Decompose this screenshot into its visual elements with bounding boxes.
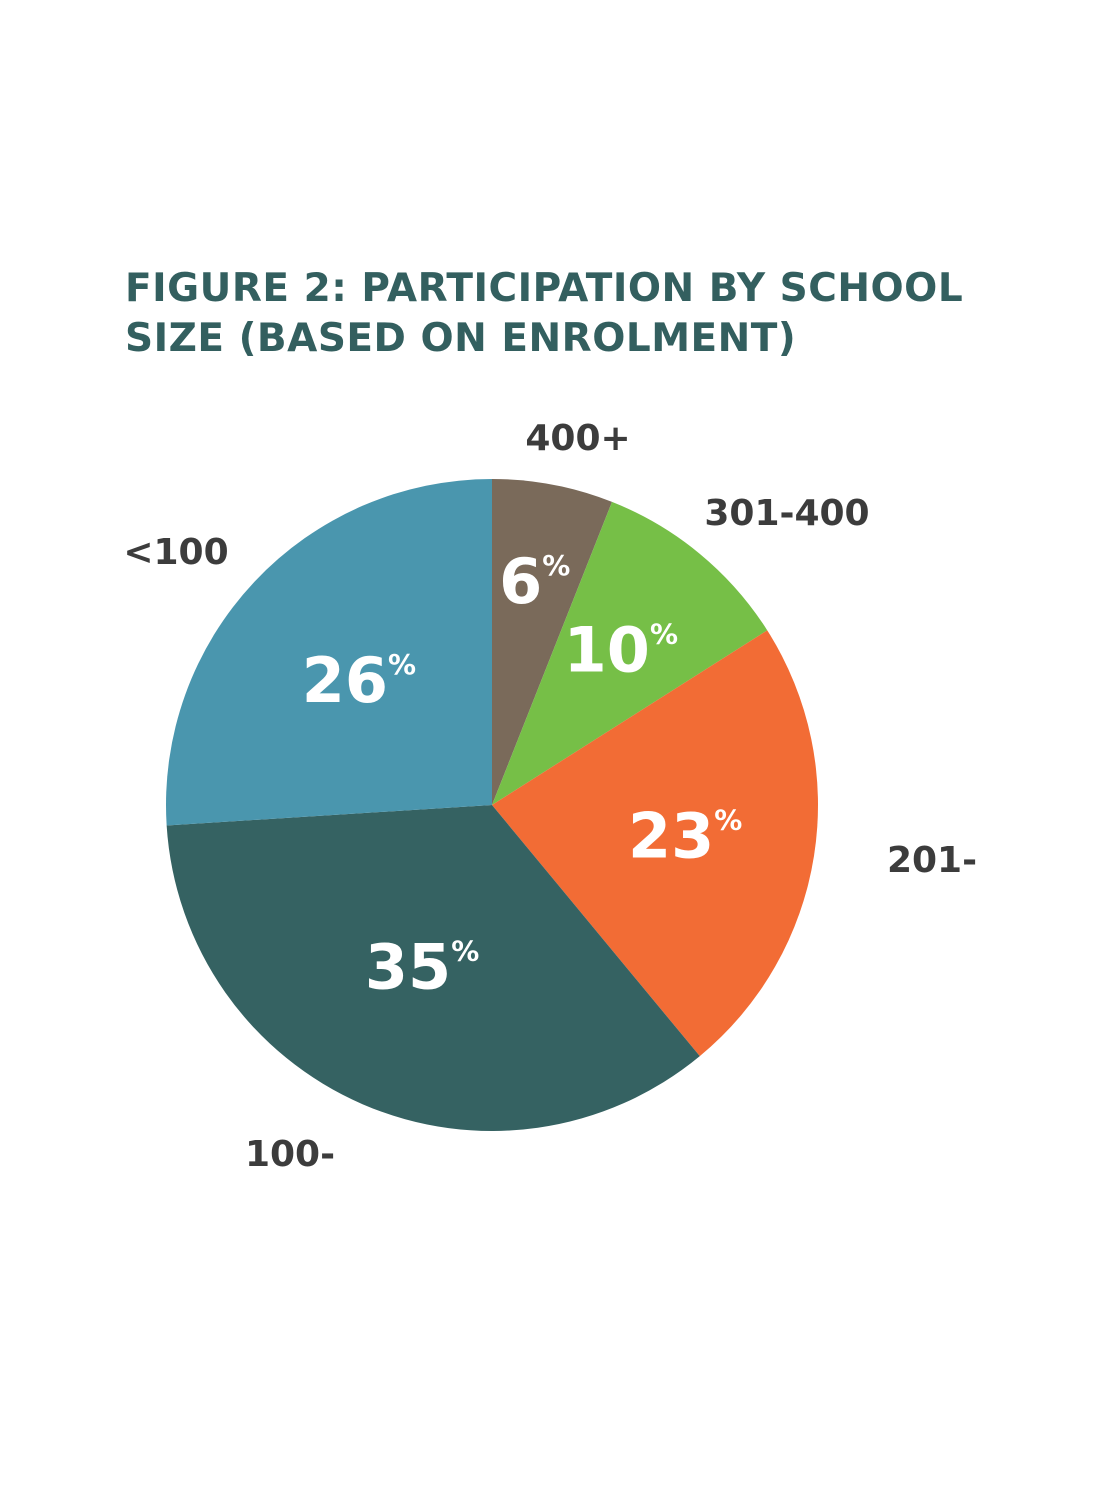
pie-category-label-1: 301-400	[704, 493, 869, 534]
chart-title-line-2: SIZE (BASED ON ENROLMENT)	[125, 316, 797, 361]
pie-slice-4	[166, 479, 492, 826]
pie-slice-0	[492, 479, 613, 805]
chart-title-line-1: FIGURE 2: PARTICIPATION BY SCHOOL	[125, 266, 964, 311]
pie-category-label-3: 100-	[245, 1134, 335, 1175]
pie-category-label-0: 400+	[525, 418, 630, 459]
pie-slice-1	[492, 501, 768, 805]
chart-title: FIGURE 2: PARTICIPATION BY SCHOOL SIZE (…	[125, 264, 1025, 364]
pie-slice-3	[166, 805, 700, 1131]
pie-value-label-3: 35%	[365, 931, 479, 1004]
pie-value-label-1: 10%	[564, 613, 678, 686]
pie-category-label-4: <100	[123, 532, 228, 573]
pie-value-label-0: 6%	[499, 545, 570, 618]
pie-category-label-2: 201-	[887, 840, 977, 881]
pie-value-label-2: 23%	[628, 800, 742, 873]
pie-value-labels: 6%10% 23% 35% 26%	[302, 545, 743, 1004]
pie-slice-2	[492, 630, 819, 1057]
pie-slices	[166, 479, 819, 1131]
pie-value-label-4: 26%	[302, 644, 416, 717]
pie-category-labels: 400+ 301-400 201- 100- <100	[123, 418, 977, 1175]
